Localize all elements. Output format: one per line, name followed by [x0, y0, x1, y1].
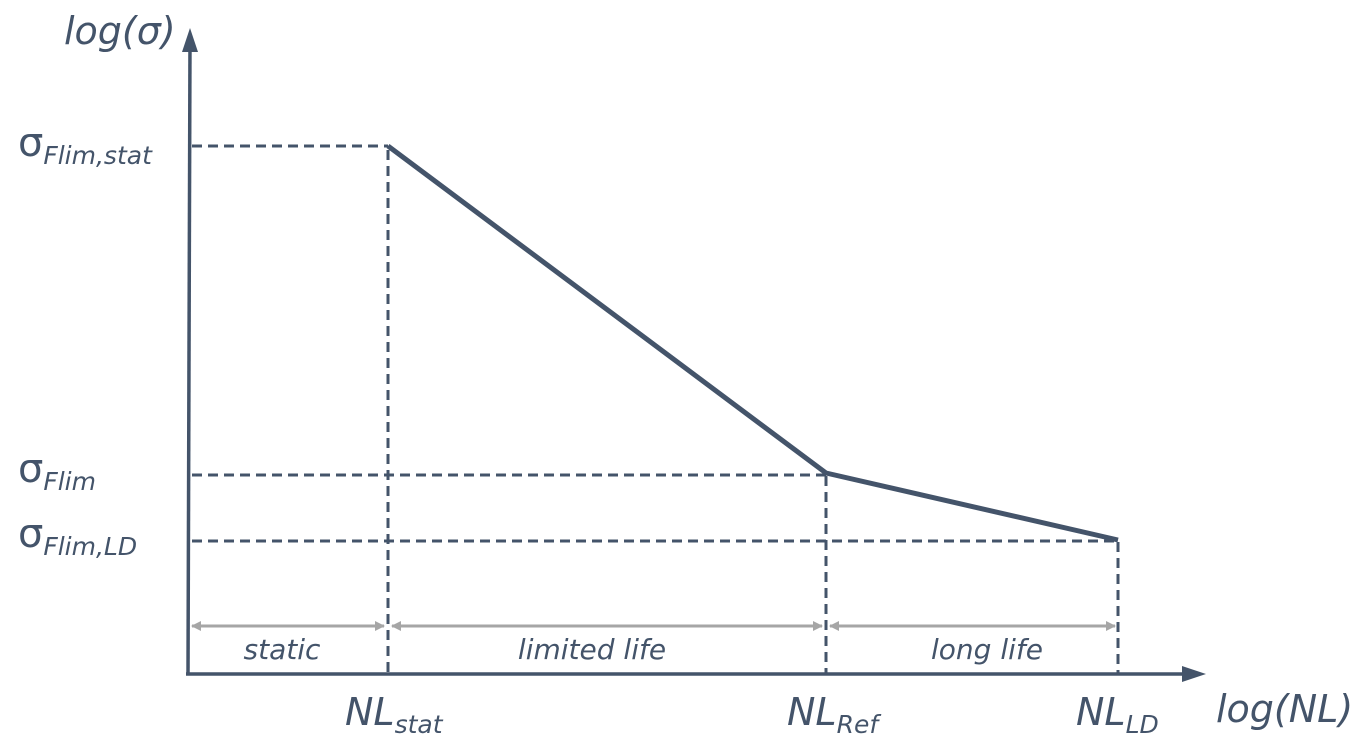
y-label-flim-stat: σFlim,stat — [18, 120, 153, 170]
y-axis-arrowhead — [182, 28, 198, 52]
region-label-long-life: long life — [931, 633, 1043, 666]
y-axis — [186, 39, 192, 676]
y-label-flim: σFlim — [18, 446, 96, 496]
x-label-nl-ld: NLLD — [1076, 690, 1159, 739]
x-axis-label: log(NL) — [1216, 687, 1353, 731]
x-axis-arrowhead — [1182, 666, 1206, 682]
y-label-flim-ld: σFlim,LD — [18, 511, 137, 561]
y-axis-label: log(σ) — [64, 9, 176, 53]
sn-curve — [386, 143, 1119, 543]
x-label-nl-stat: NLstat — [345, 690, 444, 739]
region-label-limited-life: limited life — [518, 633, 666, 666]
x-label-nl-ref: NLRef — [787, 690, 881, 739]
region-label-static: static — [244, 633, 321, 666]
